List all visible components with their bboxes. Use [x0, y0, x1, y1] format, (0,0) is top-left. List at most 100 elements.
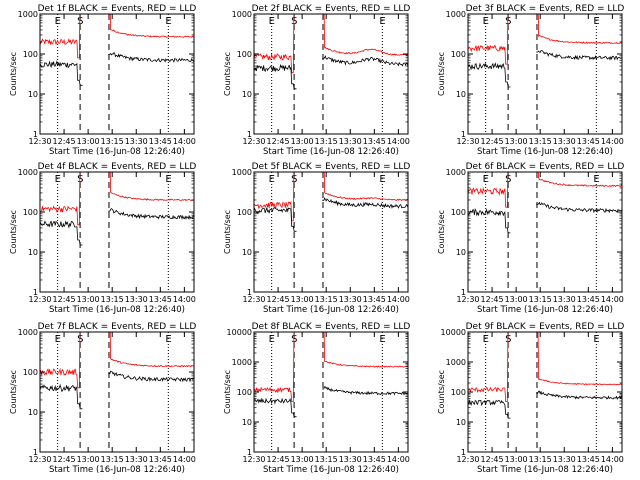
x-tick-label: 13:30 [553, 295, 576, 304]
x-tick-label: 13:45 [149, 295, 172, 304]
marker-label: E [269, 334, 275, 345]
x-tick-label: 13:00 [505, 455, 528, 464]
y-tick-label: 10 [28, 408, 38, 417]
marker-label: E [55, 174, 61, 185]
x-tick-label: 13:45 [577, 455, 600, 464]
x-tick-label: 12:45 [267, 295, 290, 304]
x-tick-label: 12:30 [242, 295, 265, 304]
x-tick-label: 13:15 [529, 137, 552, 146]
chart-panel-2: Det 2f BLACK = Events, RED = LLD E S E 1 10 10… [223, 4, 411, 157]
x-tick-label: 12:30 [28, 295, 51, 304]
y-tick-label: 10 [242, 90, 252, 99]
chart-panel-4: Det 4f BLACK = Events, RED = LLD E S E 1 10 10… [9, 162, 196, 315]
y-tick-label: 1 [33, 448, 38, 457]
y-tick-label: 100 [237, 50, 252, 59]
x-tick-label: 14:00 [601, 137, 624, 146]
x-tick-label: 13:15 [315, 295, 338, 304]
x-tick-label: 13:30 [339, 295, 362, 304]
series-line-lld [468, 14, 622, 65]
marker-label: E [483, 16, 489, 27]
x-tick-label: 14:00 [601, 455, 624, 464]
y-tick-label: 10 [242, 248, 252, 257]
plot-frame [467, 171, 623, 293]
x-tick-label: 13:00 [505, 295, 528, 304]
y-tick-label: 10 [456, 248, 466, 257]
x-tick-label: 12:45 [267, 137, 290, 146]
chart-title: Det 2f BLACK = Events, RED = LLD [252, 4, 411, 14]
y-tick-label: 1000 [18, 10, 38, 19]
y-tick-label: 100 [23, 208, 38, 217]
x-tick-label: 12:45 [481, 295, 504, 304]
y-tick-label: 100 [237, 208, 252, 217]
chart-title: Det 8f BLACK = Events, RED = LLD [252, 322, 411, 332]
x-tick-label: 14:00 [387, 295, 410, 304]
x-tick-label: 13:30 [125, 455, 148, 464]
marker-label: S [291, 334, 297, 345]
x-tick-label: 12:30 [242, 455, 265, 464]
marker-label: S [291, 174, 297, 185]
x-tick-label: 13:45 [577, 295, 600, 304]
x-tick-label: 13:15 [101, 455, 124, 464]
chart-panel-7: Det 7f BLACK = Events, RED = LLD E S E 1 10 10… [9, 322, 196, 475]
series-line-events [254, 197, 408, 232]
x-tick-label: 13:15 [315, 455, 338, 464]
x-tick-label: 13:45 [363, 455, 386, 464]
plot-frame [253, 13, 409, 135]
x-tick-label: 13:15 [101, 295, 124, 304]
y-axis-label: Counts/sec [437, 370, 446, 414]
x-tick-label: 13:30 [125, 137, 148, 146]
y-tick-label: 100 [451, 388, 466, 397]
x-axis-label: Start Time (16-Jun-08 12:26:40) [49, 305, 185, 315]
chart-title: Det 6f BLACK = Events, RED = LLD [466, 162, 625, 172]
marker-label: S [505, 334, 511, 345]
series-line-lld [254, 172, 408, 222]
y-tick-label: 1 [247, 448, 252, 457]
x-tick-label: 14:00 [173, 455, 196, 464]
x-tick-label: 12:45 [53, 295, 76, 304]
series-line-events [40, 208, 194, 246]
y-tick-label: 1000 [18, 328, 38, 337]
plot-frame [39, 171, 195, 293]
series-line-events [40, 52, 194, 86]
x-tick-label: 12:30 [456, 137, 479, 146]
x-tick-label: 13:45 [363, 137, 386, 146]
y-tick-label: 10000 [441, 328, 466, 337]
chart-title: Det 1f BLACK = Events, RED = LLD [38, 4, 197, 14]
x-axis-label: Start Time (16-Jun-08 12:26:40) [263, 147, 399, 157]
x-tick-label: 13:30 [339, 455, 362, 464]
marker-label: S [505, 174, 511, 185]
series-line-lld [40, 332, 194, 389]
series-line-events [254, 386, 408, 418]
y-axis-label: Counts/sec [223, 210, 232, 254]
x-axis-label: Start Time (16-Jun-08 12:26:40) [263, 465, 399, 475]
series-line-events [468, 390, 622, 419]
y-tick-label: 100 [23, 368, 38, 377]
y-tick-label: 1 [33, 288, 38, 297]
plot-frame [467, 13, 623, 135]
chart-panel-8: Det 8f BLACK = Events, RED = LLD E S E 1 10 10… [223, 322, 411, 475]
marker-label: E [165, 16, 171, 27]
y-tick-label: 1 [33, 130, 38, 139]
y-tick-label: 10 [456, 418, 466, 427]
series-line-events [468, 49, 622, 88]
y-tick-label: 1000 [232, 10, 252, 19]
x-tick-label: 12:30 [242, 137, 265, 146]
y-tick-label: 10 [456, 90, 466, 99]
x-axis-label: Start Time (16-Jun-08 12:26:40) [477, 305, 613, 315]
y-tick-label: 1000 [232, 168, 252, 177]
series-line-lld [40, 172, 194, 226]
series-line-events [468, 201, 622, 234]
y-axis-label: Counts/sec [437, 210, 446, 254]
x-tick-label: 13:15 [529, 295, 552, 304]
chart-title: Det 3f BLACK = Events, RED = LLD [466, 4, 625, 14]
x-tick-label: 13:30 [125, 295, 148, 304]
chart-panel-6: Det 6f BLACK = Events, RED = LLD E S E 1 10 10… [437, 162, 625, 315]
marker-label: E [379, 334, 385, 345]
x-axis-label: Start Time (16-Jun-08 12:26:40) [49, 147, 185, 157]
plot-frame [253, 171, 409, 293]
plot-frame [467, 331, 623, 453]
x-tick-label: 12:30 [28, 137, 51, 146]
series-line-lld [468, 332, 622, 402]
x-tick-label: 12:45 [481, 137, 504, 146]
